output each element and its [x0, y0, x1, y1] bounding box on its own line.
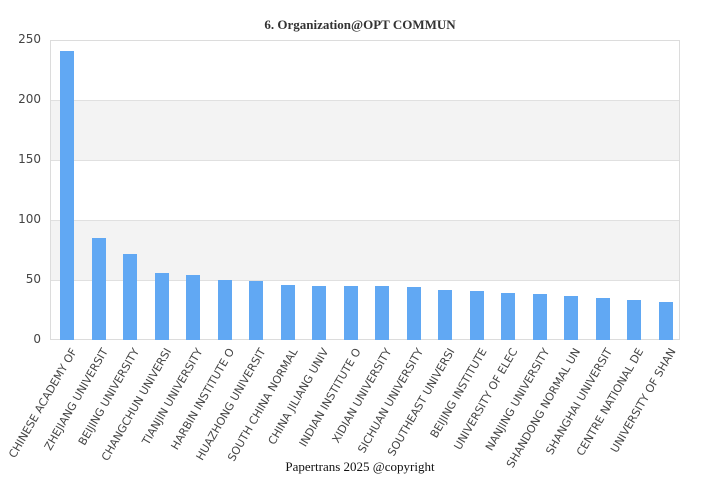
bar[interactable] [312, 286, 326, 340]
gridline [51, 100, 679, 101]
bar[interactable] [375, 286, 389, 340]
x-tick-label: CHINA JILIANG UNIV [265, 346, 332, 448]
bar[interactable] [532, 294, 547, 340]
chart-title: 6. Organization@OPT COMMUN [264, 17, 456, 32]
bar[interactable] [658, 301, 673, 340]
bar[interactable] [595, 298, 610, 340]
bar[interactable] [501, 293, 515, 340]
bar[interactable] [123, 253, 137, 340]
y-tick-label: 250 [18, 32, 41, 46]
bar[interactable] [406, 287, 421, 340]
bar[interactable] [154, 272, 169, 340]
bar[interactable] [564, 295, 578, 340]
bar[interactable] [343, 286, 358, 340]
gridline [51, 280, 679, 281]
bar[interactable] [186, 275, 200, 340]
bar[interactable] [249, 281, 263, 340]
plot-area [50, 40, 680, 340]
x-tick-label: BEIJING INSTITUTE [427, 346, 490, 441]
y-tick-label: 200 [18, 92, 41, 106]
copyright-footer: Papertrans 2025 @copyright [285, 459, 435, 474]
y-tick-label: 50 [25, 272, 41, 286]
grid-band [51, 221, 679, 281]
gridline [51, 160, 679, 161]
bar[interactable] [469, 290, 484, 340]
bar[interactable] [280, 284, 295, 340]
bar[interactable] [60, 50, 74, 340]
y-tick-label: 150 [18, 152, 41, 166]
grid-band [51, 101, 679, 161]
y-tick-label: 0 [33, 332, 41, 346]
y-tick-label: 100 [18, 212, 41, 226]
bar[interactable] [627, 300, 641, 340]
bar[interactable] [91, 238, 106, 340]
bar[interactable] [438, 289, 452, 340]
bar[interactable] [217, 280, 232, 340]
gridline [51, 220, 679, 221]
